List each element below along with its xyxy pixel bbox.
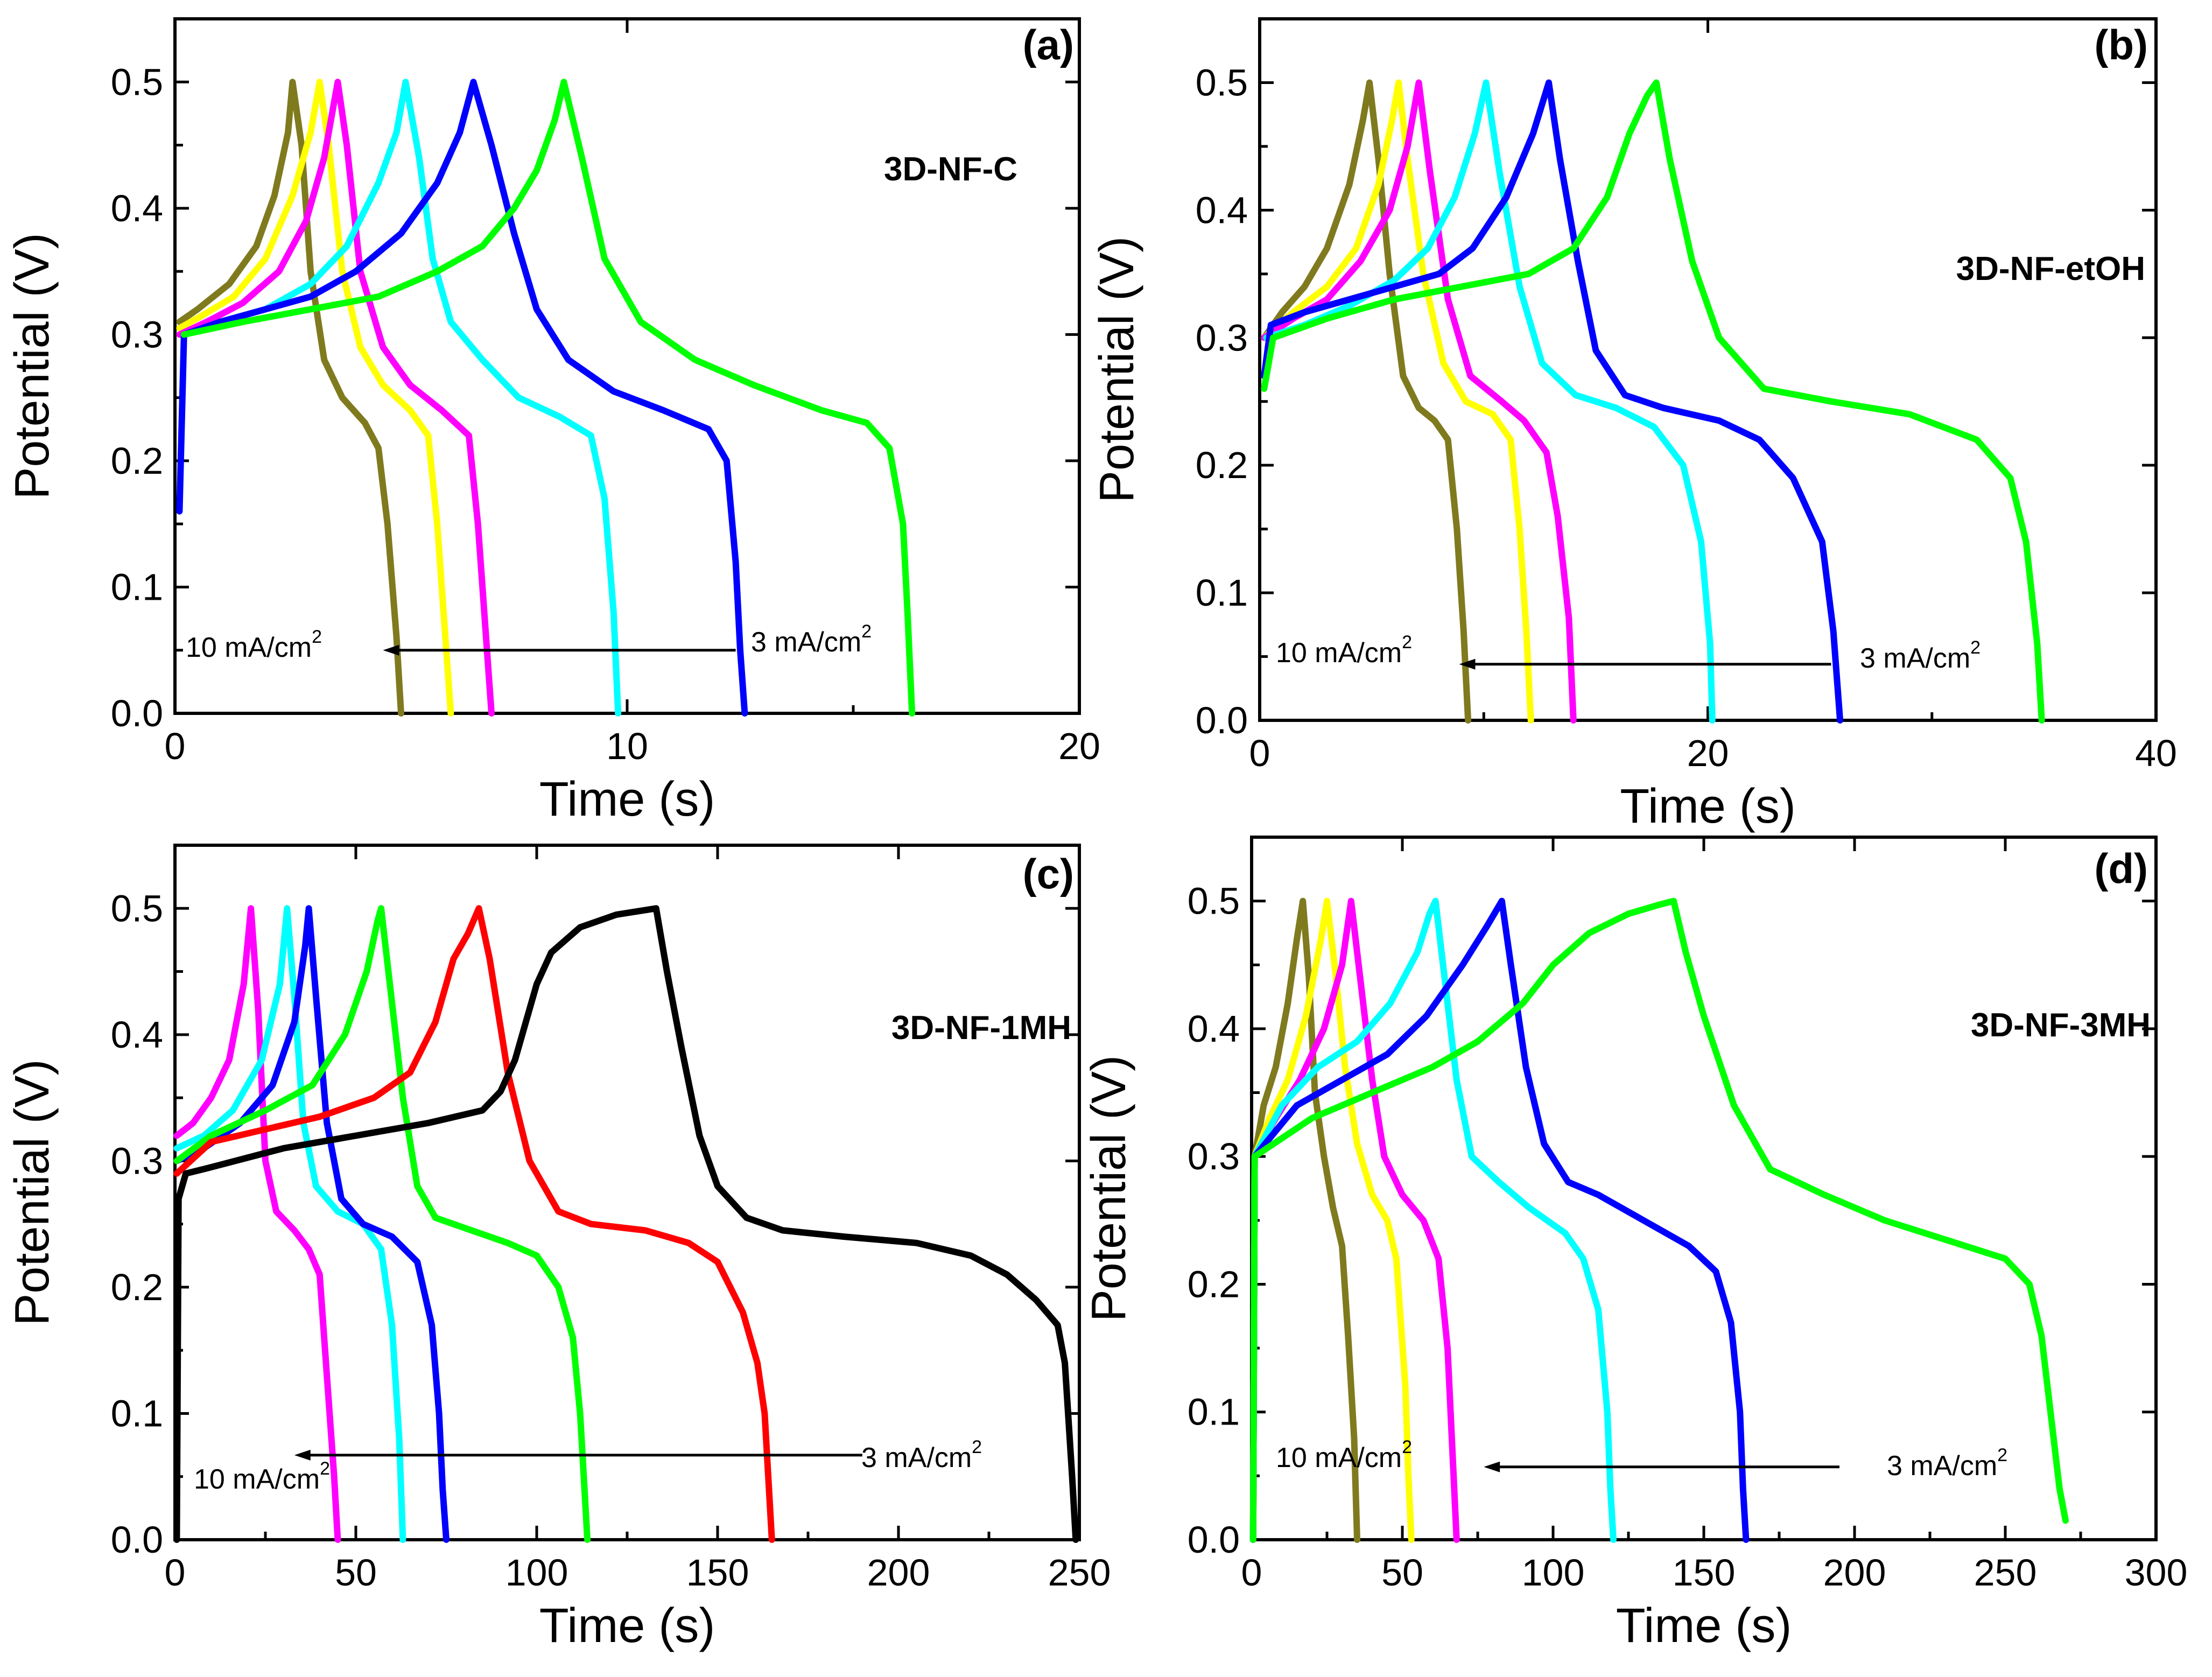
sample-label: 3D-NF-C [884, 151, 1017, 188]
series-line-olive [1261, 79, 1472, 724]
panel-label: (d) [2094, 845, 2148, 892]
y-axis-title: Potential (V) [1090, 236, 1144, 503]
y-axis-title: Potential (V) [5, 1059, 59, 1325]
y-tick-label: 0.3 [111, 1140, 163, 1182]
series-line-black [173, 905, 1079, 1543]
panel-label: (c) [1023, 850, 1074, 897]
arrow-head-icon [1459, 658, 1476, 670]
series-line-green [173, 905, 591, 1543]
series-line-cyan [1263, 79, 1716, 724]
y-tick-label: 0.3 [1196, 317, 1248, 359]
x-tick-label: 20 [1058, 725, 1100, 767]
sample-label: 3D-NF-1MH [891, 1009, 1071, 1047]
y-tick-label: 0.1 [1188, 1391, 1240, 1433]
x-tick-label: 150 [1673, 1552, 1736, 1594]
y-tick-label: 0.4 [111, 1014, 163, 1056]
y-axis-title: Potential (V) [5, 233, 59, 499]
series-line-cyan [180, 79, 622, 717]
series-line-green [180, 79, 916, 717]
x-tick-label: 0 [165, 1552, 186, 1594]
x-tick-label: 200 [1823, 1552, 1886, 1594]
chart-panel-a: 0 10 20 0.0 0.1 0.2 0.3 0.4 0.5 Time (s) Potential… [5, 17, 1100, 826]
series-line-yellow [1261, 79, 1534, 724]
x-tick-label: 250 [1048, 1552, 1111, 1594]
arrow-head-icon [294, 1449, 311, 1461]
x-tick-label: 0 [165, 725, 186, 767]
arrow-start-label: 3 mA/cm2 [861, 1437, 982, 1473]
panel-label: (b) [2094, 21, 2148, 68]
chart-panel-b: 0 20 40 0.0 0.1 0.2 0.3 0.4 0.5 Time (s) Potential… [1090, 17, 2177, 833]
series-line-blue [173, 905, 450, 1543]
arrow-end-label: 10 mA/cm2 [1276, 632, 1412, 669]
x-tick-label: 20 [1687, 732, 1729, 774]
series-line-magenta [176, 79, 495, 717]
y-tick-label: 0.5 [1188, 880, 1240, 922]
y-tick-label: 0.1 [111, 1392, 163, 1434]
y-tick-label: 0.4 [1188, 1008, 1240, 1050]
x-tick-label: 200 [867, 1552, 930, 1594]
y-axis-title: Potential (V) [1082, 1055, 1136, 1322]
y-tick-label: 0.5 [111, 887, 163, 929]
chart-panel-d: 0 50 100 150 200 250 300 0.0 0.1 0.2 0.3 0.4 0.5 Time… [1082, 836, 2188, 1653]
series-line-olive [1249, 897, 1360, 1543]
arrow-end-label: 10 mA/cm2 [186, 627, 322, 663]
x-tick-label: 50 [1381, 1552, 1423, 1594]
x-tick-label: 0 [1249, 732, 1270, 774]
y-tick-label: 0.4 [111, 187, 163, 229]
y-tick-label: 0.4 [1196, 189, 1248, 231]
plot-frame [1250, 836, 2158, 1541]
sample-label: 3D-NF-3MH [1971, 1007, 2151, 1044]
x-tick-label: 10 [606, 725, 648, 767]
arrow-start-label: 3 mA/cm2 [751, 621, 872, 658]
arrow-head-icon [383, 644, 399, 656]
x-tick-label: 300 [2125, 1552, 2188, 1594]
y-tick-label: 0.2 [111, 1266, 163, 1308]
chart-panel-c: 0 50 100 150 200 250 0.0 0.1 0.2 0.3 0.4 0.5 Time (s… [5, 844, 1111, 1653]
x-axis-title: Time (s) [539, 773, 715, 826]
arrow-head-icon [1484, 1461, 1500, 1472]
series-line-magenta [173, 905, 341, 1543]
series-line-blue [1249, 897, 1750, 1543]
y-tick-label: 0.1 [1196, 572, 1248, 614]
y-tick-label: 0.3 [1188, 1135, 1240, 1177]
x-tick-label: 100 [1522, 1552, 1585, 1594]
x-tick-label: 50 [335, 1552, 377, 1594]
x-axis-title: Time (s) [1616, 1599, 1792, 1653]
series-line-blue [176, 79, 748, 717]
y-tick-label: 0.2 [111, 440, 163, 482]
series-line-yellow [176, 79, 454, 717]
series-line-magenta [1261, 79, 1577, 724]
arrow-start-label: 3 mA/cm2 [1860, 637, 1981, 674]
series-line-cyan [1249, 897, 1617, 1543]
x-axis-title: Time (s) [1620, 780, 1796, 833]
y-tick-label: 0.3 [111, 313, 163, 355]
y-tick-label: 0.0 [1196, 699, 1248, 741]
y-tick-label: 0.0 [111, 1519, 163, 1561]
panel-label: (a) [1023, 21, 1074, 68]
x-tick-label: 100 [505, 1552, 568, 1594]
series-line-olive [176, 79, 404, 717]
arrow-end-label: 10 mA/cm2 [194, 1458, 330, 1495]
y-tick-label: 0.0 [1188, 1519, 1240, 1561]
series-line-green [1249, 897, 2069, 1543]
series-line-blue [1261, 79, 1844, 724]
y-tick-label: 0.1 [111, 566, 163, 608]
x-tick-label: 40 [2135, 732, 2177, 774]
arrow-end-label: 10 mA/cm2 [1276, 1437, 1412, 1473]
y-tick-label: 0.5 [111, 61, 163, 103]
arrow-start-label: 3 mA/cm2 [1887, 1445, 2007, 1482]
y-tick-label: 0.2 [1196, 444, 1248, 486]
y-tick-label: 0.0 [111, 692, 163, 734]
y-tick-label: 0.2 [1188, 1263, 1240, 1305]
series-line-red [173, 905, 775, 1543]
y-tick-label: 0.5 [1196, 61, 1248, 103]
x-axis-title: Time (s) [539, 1599, 715, 1653]
series-line-green [1261, 79, 2045, 724]
series-line-yellow [1249, 897, 1415, 1543]
x-tick-label: 250 [1974, 1552, 2037, 1594]
sample-label: 3D-NF-etOH [1956, 250, 2145, 287]
x-tick-label: 0 [1241, 1552, 1262, 1594]
x-tick-label: 150 [686, 1552, 749, 1594]
